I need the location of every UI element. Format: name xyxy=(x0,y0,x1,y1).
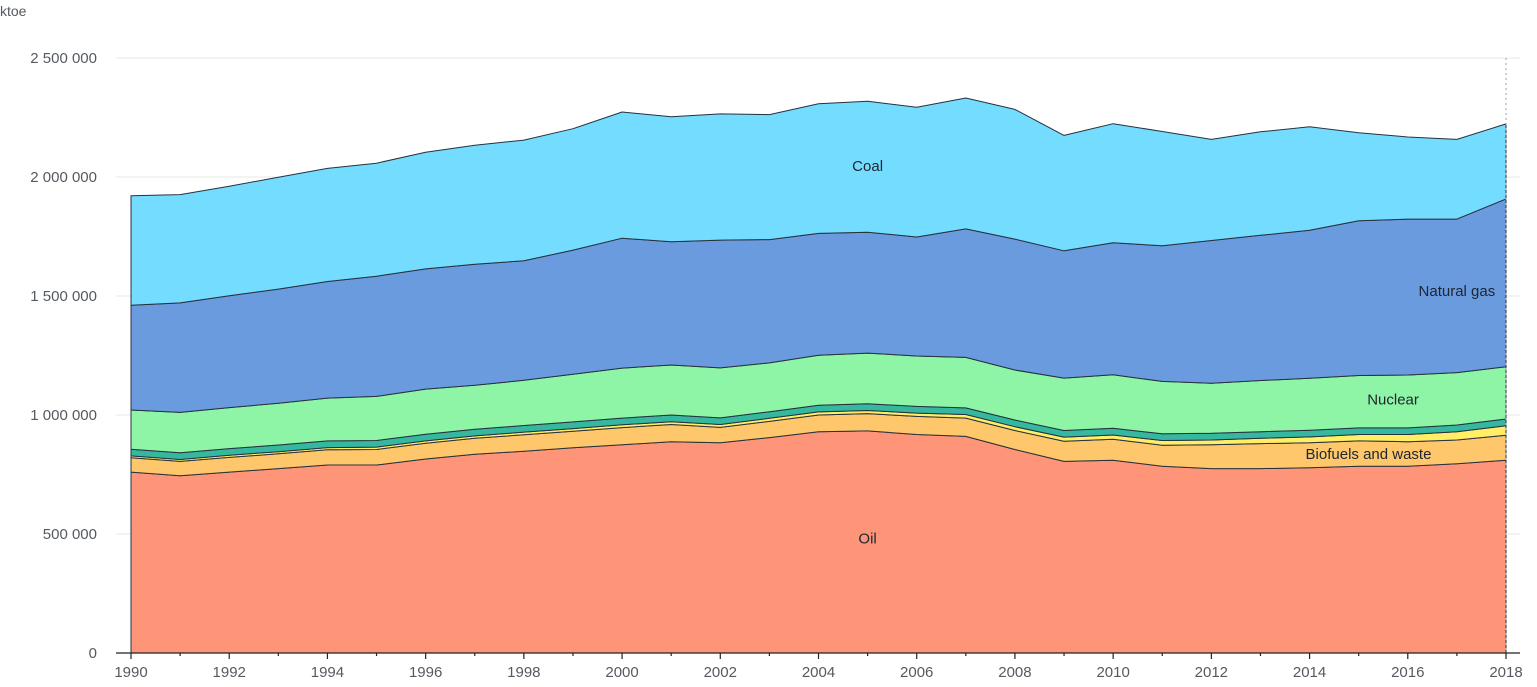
y-tick-label: 0 xyxy=(89,645,97,662)
y-axis-ticks: 0 500 000 1 000 000 1 500 000 2 000 000 2 500… xyxy=(30,50,97,662)
x-tick-label: 2002 xyxy=(704,664,737,681)
x-tick-label: 2012 xyxy=(1195,664,1228,681)
series-label-nuclear: Nuclear xyxy=(1367,391,1419,408)
series-labels: Oil Biofuels and waste Nuclear Natural gas C… xyxy=(852,158,1495,547)
series-label-natural-gas: Natural gas xyxy=(1419,283,1496,300)
x-tick-label: 2014 xyxy=(1293,664,1326,681)
y-tick-label: 1 000 000 xyxy=(30,407,97,424)
x-tick-label: 1994 xyxy=(311,664,344,681)
x-tick-label: 2004 xyxy=(802,664,835,681)
x-tick-label: 1996 xyxy=(409,664,442,681)
y-axis-unit-label: ktoe xyxy=(0,3,27,19)
x-tick-label: 2010 xyxy=(1096,664,1129,681)
y-tick-label: 2 500 000 xyxy=(30,50,97,67)
x-tick-label: 2008 xyxy=(998,664,1031,681)
x-tick-label: 2000 xyxy=(605,664,638,681)
series-areas xyxy=(130,97,1507,654)
x-tick-label: 2018 xyxy=(1489,664,1522,681)
x-tick-label: 1990 xyxy=(114,664,147,681)
series-label-biofuels-and-waste: Biofuels and waste xyxy=(1306,446,1432,463)
x-tick-label: 2006 xyxy=(900,664,933,681)
y-tick-label: 1 500 000 xyxy=(30,288,97,305)
series-label-coal: Coal xyxy=(852,158,883,175)
x-tick-label: 1998 xyxy=(507,664,540,681)
series-label-oil: Oil xyxy=(858,531,876,548)
y-tick-label: 500 000 xyxy=(43,526,97,543)
x-tick-label: 2016 xyxy=(1391,664,1424,681)
y-tick-label: 2 000 000 xyxy=(30,169,97,186)
x-tick-label: 1992 xyxy=(213,664,246,681)
x-axis: 1990 1992 1994 1996 1998 2000 2002 2004 2006 2008… xyxy=(114,652,1523,681)
